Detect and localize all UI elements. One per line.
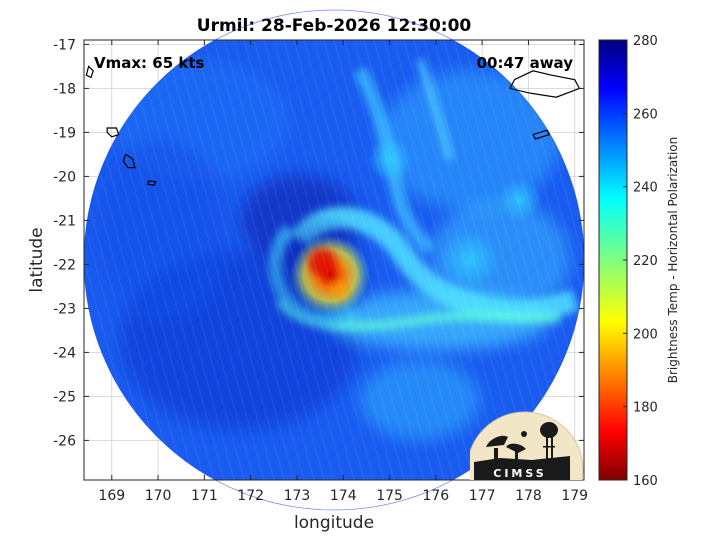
y-axis-ticks: -17 -18 -19 -20 -21 -22 -23 -24 -25 -26: [53, 37, 584, 449]
y-tick-label-8: -25: [53, 389, 76, 405]
coastline-island-e: [532, 129, 551, 140]
y-tick-label-3: -20: [53, 169, 76, 185]
axes-frame: [83, 39, 585, 481]
x-tick-label-4: 173: [284, 488, 311, 504]
y-tick-label-1: -18: [53, 81, 76, 97]
y-tick-label-5: -22: [53, 257, 76, 273]
coastline-island-1: [106, 127, 120, 138]
brightness-temperature-swath: [84, 39, 584, 481]
y-tick-label-6: -23: [53, 301, 76, 317]
x-tick-label-10: 179: [561, 488, 588, 504]
x-tick-label-2: 171: [191, 488, 218, 504]
colorbar-ticks: 160 180 200 220 240 260 280: [623, 34, 658, 489]
colorbar-tick-label-2: 200: [633, 327, 658, 342]
coastline-island-2: [122, 153, 136, 169]
time-away-annotation: 00:47 away: [477, 54, 574, 72]
colorbar-tick-label-5: 260: [633, 107, 658, 122]
cimss-logo: CIMSS: [470, 411, 584, 480]
figure-title: Urmil: 28-Feb-2026 12:30:00: [197, 16, 472, 36]
x-axis-label: longitude: [294, 513, 374, 533]
colorbar-tick-label-3: 220: [633, 254, 658, 269]
x-tick-label-8: 177: [469, 488, 496, 504]
x-tick-label-7: 176: [422, 488, 449, 504]
x-tick-label-1: 170: [145, 488, 172, 504]
y-tick-label-0: -17: [53, 37, 76, 53]
colorbar-label: Brightness Temp - Horizontal Polarizatio…: [666, 137, 680, 384]
y-tick-label-7: -24: [53, 345, 76, 361]
x-tick-label-3: 172: [237, 488, 264, 504]
coastline-island-3: [147, 180, 157, 186]
scan-texture: [84, 39, 584, 481]
x-tick-label-0: 169: [98, 488, 125, 504]
y-tick-label-2: -19: [53, 125, 76, 141]
colorbar-tick-label-4: 240: [633, 181, 658, 196]
colorbar-tick-label-6: 280: [633, 34, 658, 49]
y-axis-label: latitude: [27, 227, 47, 292]
x-tick-label-6: 175: [376, 488, 403, 504]
swath-texture-large: [90, 60, 570, 440]
x-tick-label-9: 178: [515, 488, 542, 504]
colorbar: [598, 39, 628, 481]
coastline-island-nw: [85, 65, 94, 79]
logo-text: CIMSS: [493, 467, 546, 480]
y-tick-label-4: -21: [53, 213, 76, 229]
colorbar-tick-label-0: 160: [633, 474, 658, 489]
colorbar-tick-label-1: 180: [633, 401, 658, 416]
x-tick-label-5: 174: [330, 488, 357, 504]
vmax-annotation: Vmax: 65 kts: [94, 54, 204, 72]
y-tick-label-9: -26: [53, 433, 76, 449]
